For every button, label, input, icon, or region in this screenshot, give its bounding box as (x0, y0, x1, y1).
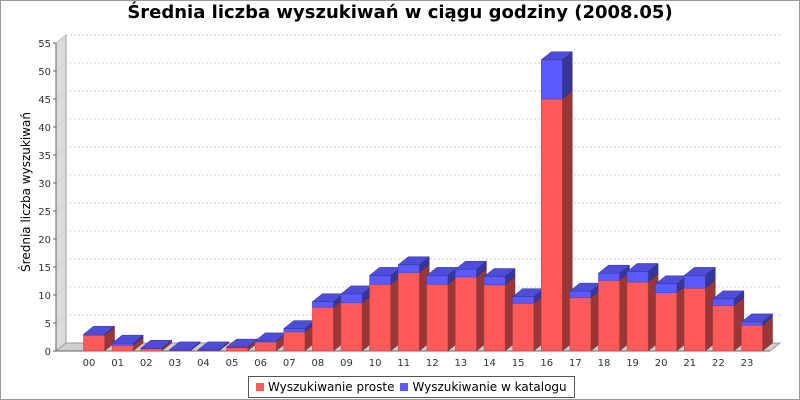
side-wall (55, 33, 67, 353)
bar-14-katalog (483, 267, 516, 286)
bars-layer (82, 51, 774, 352)
x-tick-label-11: 11 (397, 358, 410, 369)
y-tick-label: 40 (38, 123, 51, 134)
grid-line-side (55, 146, 67, 156)
grid-line-side (55, 118, 67, 128)
y-axis-label: Średnia liczba wyszukiwań (18, 112, 33, 272)
y-tick-label: 15 (38, 263, 51, 274)
y-tick-label: 35 (38, 151, 51, 162)
bar-20-proste (655, 284, 687, 352)
x-tick-label-06: 06 (254, 358, 267, 369)
x-tick-label-19: 19 (626, 358, 639, 369)
legend-label-katalog: Wyszukiwanie w katalogu (412, 380, 567, 394)
y-tick-label: 45 (38, 95, 51, 106)
grid-line-side (55, 62, 67, 72)
bar-14-proste (483, 276, 516, 352)
x-tick-label-18: 18 (598, 358, 611, 369)
bar-01-katalog (111, 334, 144, 346)
bar-23-proste (741, 316, 773, 352)
legend-swatch-proste (256, 383, 264, 391)
y-tick-label: 0 (45, 347, 51, 358)
bar-09-proste (340, 294, 373, 352)
x-tick-label-08: 08 (312, 358, 325, 369)
x-tick-label-21: 21 (683, 358, 696, 369)
x-tick-label-23: 23 (741, 358, 754, 369)
y-tick-label: 25 (38, 207, 51, 218)
x-tick-label-07: 07 (283, 358, 296, 369)
grid-line-side (55, 230, 67, 240)
bar-16-katalog (540, 51, 573, 100)
y-tick-label: 30 (38, 179, 51, 190)
y-tick-label: 55 (38, 39, 51, 50)
y-tick-label: 10 (38, 291, 51, 302)
grid-line-side (55, 34, 67, 44)
grid-line-side (55, 174, 67, 184)
x-tick-label-10: 10 (369, 358, 382, 369)
chart-title: Średnia liczba wyszukiwań w ciągu godzin… (127, 2, 673, 23)
bar-19-katalog (626, 262, 659, 283)
legend: Wyszukiwanie proste Wyszukiwanie w katal… (248, 376, 575, 398)
bar-16-proste (540, 90, 573, 352)
x-tick-label-14: 14 (483, 358, 496, 369)
x-tick-label-01: 01 (111, 358, 124, 369)
y-tick-label: 20 (38, 235, 51, 246)
x-tick-label-02: 02 (140, 358, 153, 369)
bar-13-proste (455, 268, 487, 352)
bar-08-katalog (311, 293, 345, 308)
bar-18-proste (598, 271, 630, 352)
legend-item-katalog: Wyszukiwanie w katalogu (400, 380, 567, 394)
x-tick-label-12: 12 (426, 358, 439, 369)
bar-13-katalog (454, 260, 488, 278)
grid-line-side (55, 258, 67, 268)
bar-23-katalog (740, 313, 774, 326)
bar-03-katalog (168, 341, 202, 351)
x-tick-label-22: 22 (712, 358, 725, 369)
legend-label-proste: Wyszukiwanie proste (268, 380, 395, 394)
x-tick-label-16: 16 (540, 358, 553, 369)
bar-21-proste (684, 279, 716, 352)
x-tick-label-17: 17 (569, 358, 582, 369)
legend-item-proste: Wyszukiwanie proste (256, 380, 394, 394)
x-tick-label-05: 05 (226, 358, 239, 369)
bar-19-proste (626, 273, 659, 352)
x-tick-label-15: 15 (512, 358, 525, 369)
x-tick-label-00: 00 (83, 358, 96, 369)
x-tick-label-09: 09 (340, 358, 353, 369)
bar-00-katalog (82, 325, 116, 336)
bar-11-proste (397, 264, 430, 352)
y-tick-label: 5 (45, 319, 51, 330)
grid-line-side (55, 202, 67, 212)
bar-04-katalog (197, 341, 230, 351)
bar-11-katalog (397, 256, 430, 274)
bar-22-katalog (712, 290, 745, 307)
grid-line-side (55, 286, 67, 296)
x-tick-label-20: 20 (655, 358, 668, 369)
grid-line-side (55, 314, 67, 324)
grid-line-side (55, 90, 67, 100)
bar-21-katalog (683, 266, 716, 289)
bar-17-proste (569, 289, 602, 352)
bar-02-katalog (140, 339, 173, 350)
bar-18-katalog (597, 264, 631, 281)
legend-swatch-katalog (400, 383, 409, 391)
x-tick-label-13: 13 (455, 358, 468, 369)
y-tick-label: 50 (38, 67, 51, 78)
bar-20-katalog (654, 275, 688, 294)
bar-12-proste (426, 275, 459, 352)
x-tick-label-04: 04 (197, 358, 210, 369)
bar-10-proste (369, 275, 401, 352)
bar-15-proste (512, 294, 544, 352)
x-tick-label-03: 03 (168, 358, 181, 369)
